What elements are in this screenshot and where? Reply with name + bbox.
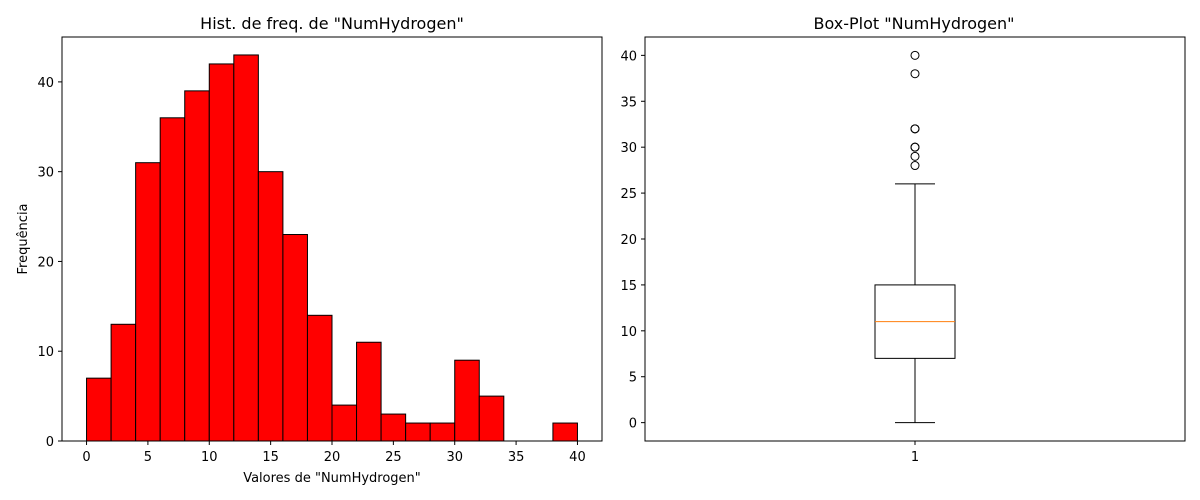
boxplot-y-tick-label: 10: [620, 325, 637, 340]
histogram-y-label: Frequência: [16, 203, 31, 274]
boxplot-y-tick-label: 0: [629, 417, 637, 432]
histogram-bar: [356, 341, 382, 442]
histogram-x-tick-label: 20: [324, 450, 341, 465]
boxplot-panel: Box-Plot "NumHydrogen" 0510152025303540 …: [620, 14, 1186, 465]
histogram-panel: Hist. de freq. de "NumHydrogen" 0 5 10 15 20…: [16, 14, 603, 486]
histogram-bar: [110, 323, 137, 442]
histogram-x-tick-label: 40: [569, 450, 586, 465]
histogram-x-tick-label: 30: [446, 450, 463, 465]
histogram-bar: [331, 404, 358, 442]
histogram-bar: [135, 162, 161, 442]
histogram-x-tick-label: 35: [508, 450, 525, 465]
boxplot-y-ticks: 0 5 10 15 20 25 30 35 40: [620, 49, 645, 432]
boxplot-outlier-point: [910, 151, 920, 161]
histogram-x-label: Valores de "NumHydrogen": [243, 471, 421, 486]
histogram-x-tick-label: 25: [385, 450, 402, 465]
histogram-x-ticks: 0 5 10 15 20 25 30 35 40: [82, 441, 586, 465]
boxplot-axes-frame: [644, 36, 1186, 442]
boxplot-y-tick-label: 40: [620, 49, 637, 64]
histogram-y-tick-label: 10: [37, 345, 54, 360]
histogram-x-tick-label: 10: [201, 450, 218, 465]
boxplot-title: Box-Plot "NumHydrogen": [814, 14, 1015, 33]
boxplot-y-tick-label: 5: [629, 371, 637, 386]
histogram-bar: [405, 422, 431, 442]
histogram-bar: [478, 395, 505, 442]
boxplot-outlier-point: [910, 124, 920, 134]
histogram-y-tick-label: 30: [37, 166, 54, 181]
histogram-bar: [257, 171, 284, 442]
boxplot-outlier-point: [910, 161, 920, 171]
boxplot-y-tick-label: 25: [620, 187, 637, 202]
histogram-bar: [306, 314, 333, 442]
histogram-bar: [208, 63, 235, 442]
histogram-y-tick-label: 20: [37, 255, 54, 270]
histogram-y-ticks: 0 10 20 30 40: [37, 76, 62, 450]
histogram-x-tick-label: 5: [144, 450, 152, 465]
boxplot-x-tick-label: 1: [911, 450, 919, 465]
histogram-x-tick-label: 0: [82, 450, 90, 465]
boxplot-outlier-point: [910, 50, 920, 60]
histogram-bar: [184, 90, 210, 442]
histogram-axes-frame: [61, 36, 603, 442]
histogram-bar: [233, 54, 259, 442]
histogram-title: Hist. de freq. de "NumHydrogen": [200, 14, 464, 33]
boxplot-y-tick-label: 35: [620, 95, 637, 110]
boxplot-y-tick-label: 30: [620, 141, 637, 156]
histogram-bars: [86, 54, 578, 442]
histogram-bar: [454, 359, 480, 442]
histogram-y-tick-label: 40: [37, 76, 54, 91]
boxplot-outlier-point: [910, 142, 920, 152]
boxplot-marks: [874, 50, 956, 424]
boxplot-y-tick-label: 15: [620, 279, 637, 294]
histogram-y-tick-label: 0: [46, 435, 54, 450]
boxplot-x-ticks: 1: [911, 441, 919, 465]
histogram-bar: [282, 234, 308, 442]
histogram-bar: [380, 413, 407, 442]
histogram-bar: [552, 422, 578, 442]
boxplot-outlier-point: [910, 69, 920, 79]
boxplot-y-tick-label: 20: [620, 233, 637, 248]
histogram-bar: [86, 377, 112, 442]
histogram-x-tick-label: 15: [262, 450, 279, 465]
histogram-bar: [429, 422, 456, 442]
histogram-bar: [159, 117, 186, 442]
